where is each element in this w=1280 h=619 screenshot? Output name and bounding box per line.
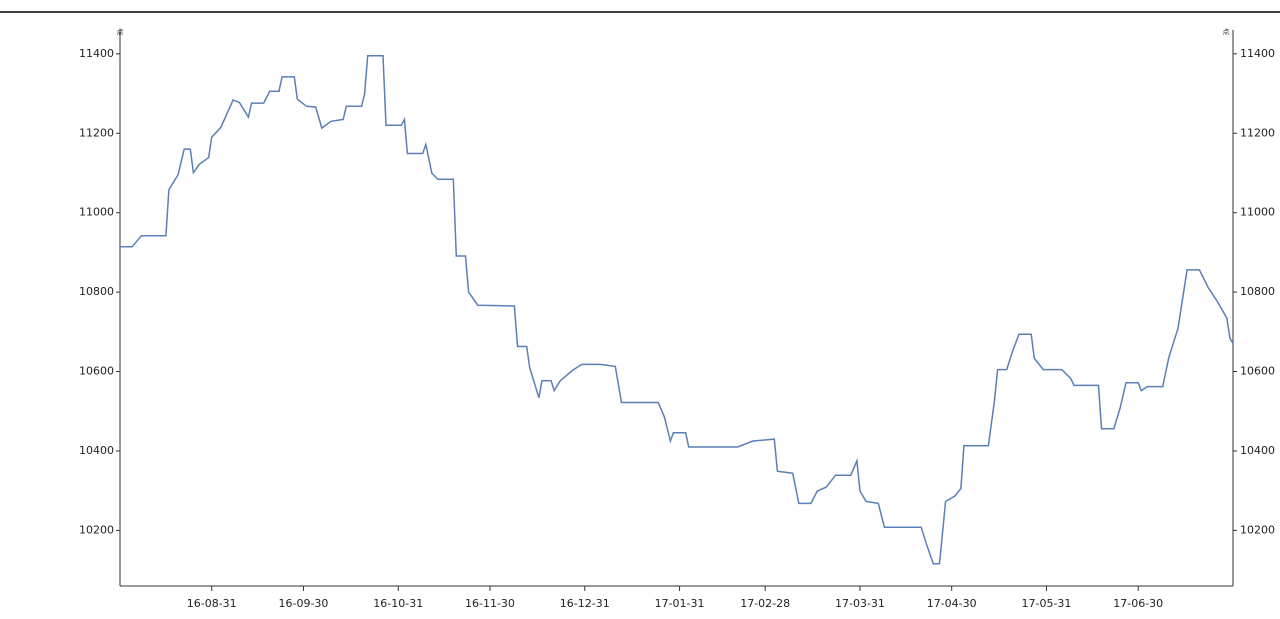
x-tick-label: 17-04-30 [927, 597, 977, 610]
x-tick-label: 17-03-31 [835, 597, 885, 610]
data-line [120, 55, 1234, 565]
y-unit: 点 [117, 28, 124, 36]
y-tick-label: 11400 [79, 47, 114, 60]
y2-tick-label: 11400 [1240, 47, 1275, 60]
y2-tick-label: 10600 [1240, 365, 1275, 378]
y2-tick-label: 10400 [1240, 444, 1275, 457]
x-tick-label: 17-05-31 [1022, 597, 1072, 610]
x-tick-label: 17-02-28 [740, 597, 790, 610]
x-tick-label: 16-12-31 [560, 597, 610, 610]
y-tick-label: 11200 [79, 126, 114, 139]
y2-unit: 点 [1223, 28, 1230, 36]
y-tick-label: 10800 [79, 285, 114, 298]
x-tick-label: 17-06-30 [1113, 597, 1163, 610]
y2-tick-label: 11200 [1240, 126, 1275, 139]
y-tick-label: 10600 [79, 365, 114, 378]
y2-tick-label: 10200 [1240, 523, 1275, 536]
y2-tick-label: 10800 [1240, 285, 1275, 298]
y-tick-label: 11000 [79, 206, 114, 219]
x-tick-label: 17-01-31 [655, 597, 705, 610]
x-tick-label: 16-11-30 [465, 597, 515, 610]
x-tick-label: 16-08-31 [187, 597, 237, 610]
y-tick-label: 10400 [79, 444, 114, 457]
y2-tick-label: 11000 [1240, 206, 1275, 219]
x-tick-label: 16-09-30 [278, 597, 328, 610]
y-tick-label: 10200 [79, 523, 114, 536]
x-tick-label: 16-10-31 [373, 597, 423, 610]
